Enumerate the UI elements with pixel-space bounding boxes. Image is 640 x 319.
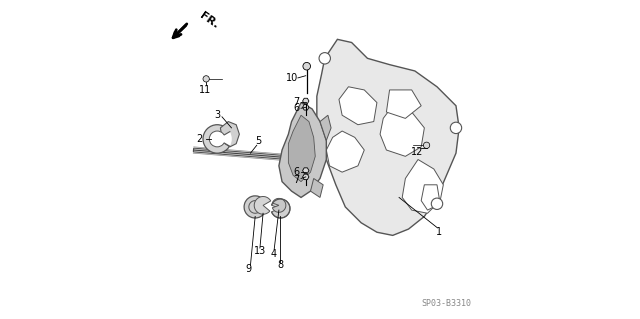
Circle shape bbox=[209, 131, 225, 147]
Wedge shape bbox=[271, 199, 290, 218]
Text: 4: 4 bbox=[271, 249, 276, 259]
Text: 11: 11 bbox=[200, 85, 212, 95]
Polygon shape bbox=[303, 105, 309, 110]
Text: 5: 5 bbox=[255, 136, 262, 146]
Circle shape bbox=[431, 198, 443, 210]
Polygon shape bbox=[303, 168, 309, 173]
Polygon shape bbox=[421, 185, 440, 210]
Text: 3: 3 bbox=[214, 110, 220, 120]
Text: 1: 1 bbox=[436, 227, 442, 237]
Polygon shape bbox=[289, 115, 316, 182]
Polygon shape bbox=[387, 90, 421, 118]
Polygon shape bbox=[402, 160, 444, 213]
Polygon shape bbox=[339, 87, 377, 125]
Wedge shape bbox=[273, 198, 286, 212]
Polygon shape bbox=[303, 98, 309, 104]
Text: 8: 8 bbox=[277, 260, 284, 271]
Circle shape bbox=[319, 53, 330, 64]
Circle shape bbox=[203, 76, 209, 82]
Text: 2: 2 bbox=[196, 134, 202, 144]
Polygon shape bbox=[303, 174, 309, 180]
Text: 13: 13 bbox=[254, 246, 266, 256]
Text: 7: 7 bbox=[293, 175, 299, 185]
Text: 7: 7 bbox=[293, 97, 299, 107]
Wedge shape bbox=[254, 197, 271, 214]
Text: 6: 6 bbox=[293, 167, 299, 177]
Text: 12: 12 bbox=[412, 147, 424, 157]
Circle shape bbox=[303, 63, 310, 70]
Polygon shape bbox=[317, 39, 459, 235]
Polygon shape bbox=[320, 115, 331, 141]
Circle shape bbox=[424, 142, 429, 148]
Polygon shape bbox=[279, 103, 326, 197]
FancyArrowPatch shape bbox=[173, 26, 186, 38]
Polygon shape bbox=[380, 106, 424, 156]
Circle shape bbox=[451, 122, 461, 134]
Text: 10: 10 bbox=[286, 73, 299, 83]
Wedge shape bbox=[244, 196, 266, 218]
Wedge shape bbox=[217, 132, 232, 146]
Text: SP03-B3310: SP03-B3310 bbox=[422, 299, 472, 308]
Text: 9: 9 bbox=[246, 263, 252, 274]
Polygon shape bbox=[193, 148, 310, 161]
Circle shape bbox=[203, 125, 232, 153]
Text: FR.: FR. bbox=[198, 10, 221, 30]
Polygon shape bbox=[326, 131, 364, 172]
Text: 6: 6 bbox=[293, 103, 299, 113]
Polygon shape bbox=[310, 178, 323, 197]
Polygon shape bbox=[220, 122, 239, 147]
